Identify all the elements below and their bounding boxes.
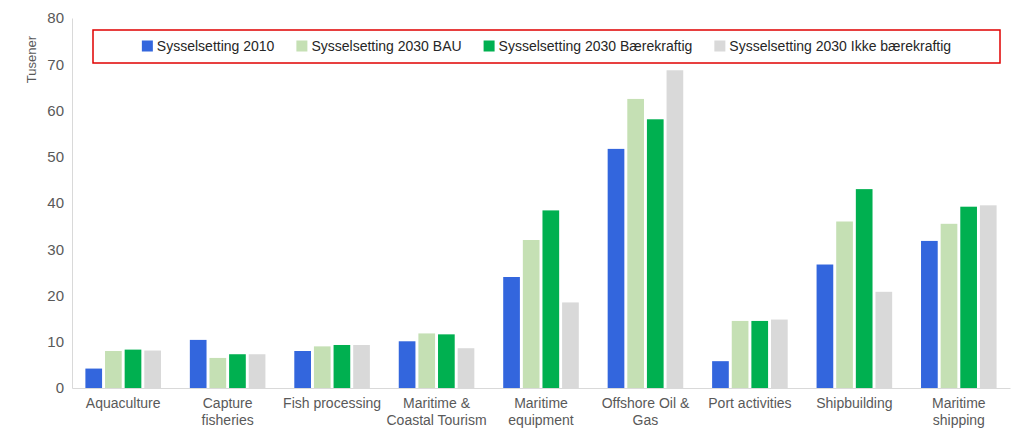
y-tick: 80 (47, 9, 72, 26)
x-axis: Aquaculture Capturefisheries Fish processi… (73, 388, 1011, 428)
y-tick-label: 20 (47, 287, 64, 304)
series (144, 70, 996, 388)
plot-area: 0 10 20 30 40 50 60 70 80 Aquaculture Capturefishe… (47, 9, 1010, 427)
x-tick-label: Port activities (708, 395, 791, 411)
legend-swatch (296, 41, 307, 52)
bar (294, 351, 311, 388)
bar (503, 277, 520, 388)
y-tick: 30 (47, 241, 72, 258)
bar (836, 222, 853, 389)
bars (85, 70, 996, 388)
legend: Sysselsetting 2010 Sysselsetting 2030 BAU… (142, 38, 951, 54)
x-tick: Port activities (708, 388, 791, 411)
x-tick: Maritime &Coastal Tourism (386, 388, 486, 428)
bar (647, 119, 664, 388)
y-tick: 10 (47, 333, 72, 350)
series (85, 149, 937, 388)
bar (667, 70, 684, 388)
y-tick: 50 (47, 148, 72, 165)
bar (542, 210, 559, 388)
bar (353, 345, 370, 388)
y-tick-label: 10 (47, 333, 64, 350)
y-tick-label: 50 (47, 148, 64, 165)
x-tick-label: Maritime &Coastal Tourism (386, 395, 486, 428)
x-tick-label: Maritimeshipping (932, 395, 986, 428)
bar (249, 354, 266, 388)
series (105, 99, 957, 388)
legend-label: Sysselsetting 2030 BAU (311, 38, 461, 54)
y-tick-label: 40 (47, 194, 64, 211)
x-tick: Fish processing (283, 388, 381, 411)
bar (314, 346, 331, 388)
legend-label: Sysselsetting 2030 Bærekraftig (499, 38, 693, 54)
bar (817, 265, 834, 388)
y-tick-label: 30 (47, 241, 64, 258)
x-tick-label: Fish processing (283, 395, 381, 411)
y-tick: 20 (47, 287, 72, 304)
x-tick-label: Shipbuilding (816, 395, 892, 411)
y-tick: 70 (47, 56, 72, 73)
x-axis-line (73, 388, 1011, 389)
y-axis-title: Tusener (24, 35, 39, 83)
x-tick-label: Maritimeequipment (508, 395, 573, 428)
bar (399, 341, 416, 388)
bar (458, 348, 475, 388)
bar (732, 321, 749, 388)
bar (856, 189, 873, 388)
y-tick-label: 80 (47, 9, 64, 26)
y-tick-label: 60 (47, 102, 64, 119)
y-tick: 40 (47, 194, 72, 211)
legend-label: Sysselsetting 2010 (157, 38, 275, 54)
bar (229, 354, 246, 388)
legend-swatch (714, 41, 725, 52)
x-tick: Capturefisheries (202, 388, 254, 428)
bar (523, 240, 540, 388)
bar (85, 369, 102, 388)
bar (921, 241, 938, 388)
x-tick: Shipbuilding (816, 388, 892, 411)
y-tick-label: 0 (56, 379, 64, 396)
bar (627, 99, 644, 388)
bar (608, 149, 625, 388)
legend-item: Sysselsetting 2030 Ikke bærekraftig (714, 38, 951, 54)
bar (190, 340, 207, 388)
x-tick: Maritimeequipment (508, 388, 573, 428)
bar (438, 334, 455, 388)
y-tick-label: 70 (47, 56, 64, 73)
legend-item: Sysselsetting 2030 Bærekraftig (484, 38, 693, 54)
bar (980, 205, 997, 388)
bar (712, 361, 729, 388)
bar (771, 320, 788, 388)
legend-swatch (484, 41, 495, 52)
y-axis: 0 10 20 30 40 50 60 70 80 (47, 9, 72, 396)
bar (875, 292, 892, 388)
legend-label: Sysselsetting 2030 Ikke bærekraftig (729, 38, 951, 54)
x-tick-label: Aquaculture (86, 395, 161, 411)
legend-item: Sysselsetting 2010 (142, 38, 275, 54)
series (125, 119, 977, 388)
x-tick-label: Offshore Oil &Gas (602, 395, 690, 428)
x-tick-label: Capturefisheries (202, 395, 254, 428)
bar (418, 333, 435, 388)
x-tick: Maritimeshipping (932, 388, 986, 428)
bar (562, 302, 579, 388)
legend-swatch (142, 41, 153, 52)
y-axis-line (72, 19, 73, 389)
x-tick: Offshore Oil &Gas (602, 388, 690, 428)
y-tick: 60 (47, 102, 72, 119)
bar (960, 207, 977, 388)
bar (334, 345, 351, 388)
bar (209, 358, 226, 388)
bar (751, 321, 768, 388)
chart: 0 10 20 30 40 50 60 70 80 Aquaculture Capturefishe… (0, 0, 1024, 448)
bar (144, 351, 161, 388)
bar (941, 224, 958, 388)
bar (125, 350, 142, 388)
bar (105, 351, 122, 388)
x-tick: Aquaculture (86, 388, 161, 411)
legend-item: Sysselsetting 2030 BAU (296, 38, 461, 54)
legend-box (93, 30, 1000, 63)
y-tick: 0 (56, 379, 72, 396)
